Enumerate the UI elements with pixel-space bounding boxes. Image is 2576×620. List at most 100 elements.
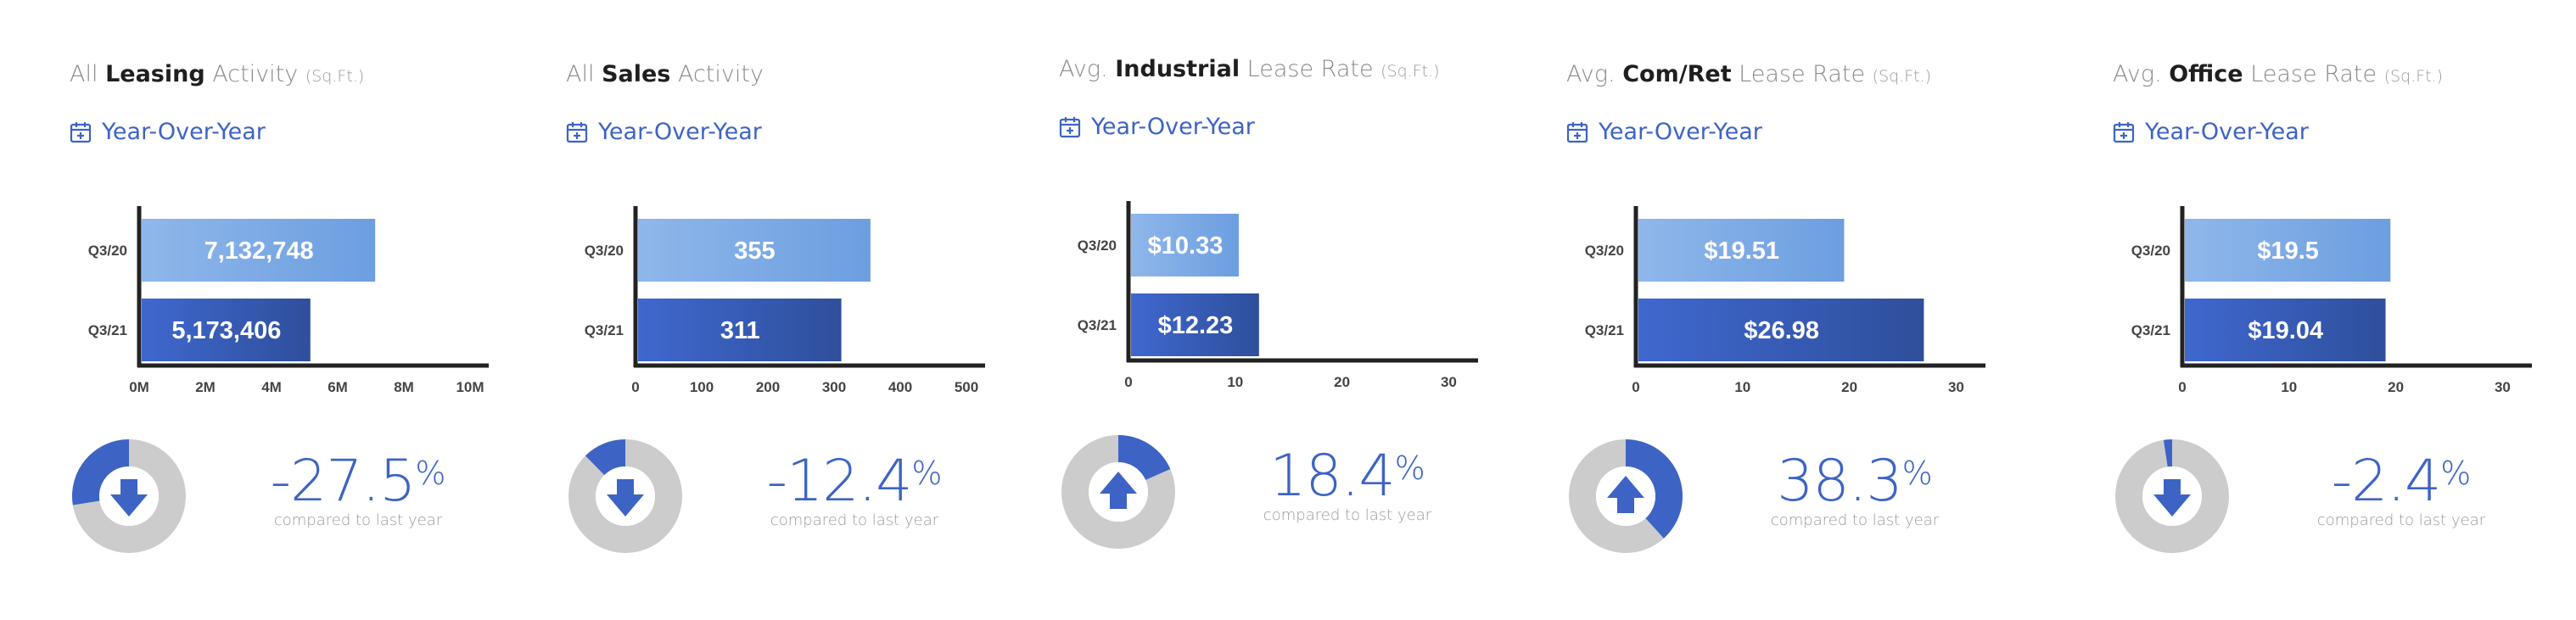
- bar-chart: 355 Q3/20 311 Q3/21 0 100 200 300 400 500: [585, 206, 985, 395]
- calendar-plus-icon: [2113, 121, 2135, 143]
- x-tick-label: 6M: [328, 379, 348, 395]
- bar-q3-21: [1131, 293, 1259, 356]
- bar-value-label: $19.04: [2248, 317, 2323, 344]
- donut-change-arc: [585, 439, 625, 476]
- bar-chart: 7,132,748 Q3/20 5,173,406 Q3/21 0M 2M 4M 6M 8M 10…: [88, 206, 489, 395]
- bar-value-label: 311: [720, 317, 760, 344]
- category-label: Q3/21: [1078, 317, 1117, 333]
- bar-q3-20: [1131, 214, 1239, 276]
- industrial-lease-rate-panel: Avg. Industrial Lease Rate (Sq.Ft.) Year…: [1059, 0, 1568, 620]
- bar-q3-20: [2185, 219, 2391, 282]
- change-donut: [2115, 439, 2229, 553]
- x-tick-label: 20: [1334, 374, 1350, 390]
- change-percent: -2.4% compared to last year: [2299, 448, 2503, 529]
- x-tick-label: 300: [822, 379, 846, 395]
- donut-change-arc: [71, 439, 129, 505]
- change-percent: 18.4% compared to last year: [1246, 443, 1449, 524]
- x-tick-label: 0: [1124, 374, 1132, 390]
- x-tick-label: 30: [1441, 374, 1457, 390]
- bar-chart: $10.33 Q3/20 $12.23 Q3/21 0 10 20 30: [1078, 201, 1478, 390]
- x-tick-label: 4M: [261, 379, 282, 395]
- bar-value-label: 7,132,748: [204, 237, 314, 265]
- x-tick-label: 10: [2281, 379, 2297, 395]
- change-caption: compared to last year: [2316, 511, 2486, 529]
- arrow-up-icon: [1100, 472, 1137, 509]
- category-label: Q3/21: [2131, 322, 2170, 338]
- period-label: Year-Over-Year: [1091, 114, 1255, 140]
- change-caption: compared to last year: [1770, 511, 1940, 529]
- calendar-plus-icon: [1566, 121, 1588, 143]
- bar-value-label: $26.98: [1744, 317, 1819, 344]
- change-caption: compared to last year: [1263, 506, 1432, 524]
- x-tick-label: 0M: [129, 379, 149, 395]
- x-tick-label: 20: [2388, 379, 2404, 395]
- bar-q3-21: [1638, 299, 1924, 361]
- arrow-down-icon: [110, 479, 148, 517]
- arrow-down-icon: [607, 479, 644, 517]
- office-lease-rate-panel: Avg. Office Lease Rate (Sq.Ft.) Year-Ove…: [2113, 0, 2576, 620]
- category-label: Q3/21: [88, 322, 127, 338]
- donut-change-arc: [2163, 439, 2172, 467]
- period-selector[interactable]: Year-Over-Year: [1059, 114, 1255, 140]
- com-ret-lease-rate-panel: Avg. Com/Ret Lease Rate (Sq.Ft.) Year-Ov…: [1566, 0, 2075, 620]
- bar-value-label: $19.51: [1704, 237, 1779, 265]
- x-tick-label: 400: [888, 379, 912, 395]
- panel-title: All Leasing Activity (Sq.Ft.): [70, 61, 365, 87]
- change-donut: [568, 439, 682, 553]
- period-label: Year-Over-Year: [598, 119, 762, 145]
- panel-title: Avg. Industrial Lease Rate (Sq.Ft.): [1059, 56, 1440, 82]
- x-tick-label: 10M: [456, 379, 484, 395]
- x-tick-label: 8M: [394, 379, 414, 395]
- bar-q3-20: [638, 219, 871, 282]
- period-selector[interactable]: Year-Over-Year: [2113, 119, 2309, 145]
- arrow-down-icon: [2153, 479, 2191, 517]
- category-label: Q3/21: [1585, 322, 1624, 338]
- bar-value-label: $19.5: [2257, 237, 2319, 265]
- x-tick-label: 10: [1227, 374, 1243, 390]
- category-label: Q3/21: [585, 322, 624, 338]
- calendar-plus-icon: [70, 121, 92, 143]
- category-label: Q3/20: [88, 243, 127, 259]
- bar-q3-21: [2185, 299, 2386, 361]
- arrow-up-icon: [1607, 476, 1644, 513]
- change-donut: [71, 439, 186, 553]
- x-tick-label: 500: [955, 379, 978, 395]
- panel-title: Avg. Office Lease Rate (Sq.Ft.): [2113, 61, 2444, 87]
- change-percent: -27.5% compared to last year: [256, 448, 460, 529]
- x-tick-label: 200: [756, 379, 780, 395]
- x-tick-label: 10: [1734, 379, 1750, 395]
- category-label: Q3/20: [585, 243, 624, 259]
- bar-value-label: 5,173,406: [171, 317, 281, 344]
- period-label: Year-Over-Year: [102, 119, 266, 145]
- x-tick-label: 0: [2178, 379, 2186, 395]
- period-label: Year-Over-Year: [2145, 119, 2309, 145]
- period-selector[interactable]: Year-Over-Year: [566, 119, 762, 145]
- change-donut: [1569, 439, 1683, 553]
- change-donut: [1061, 435, 1175, 549]
- change-caption: compared to last year: [770, 511, 939, 529]
- calendar-plus-icon: [1059, 116, 1081, 138]
- period-selector[interactable]: Year-Over-Year: [70, 119, 266, 145]
- panel-title: All Sales Activity: [566, 61, 764, 87]
- change-caption: compared to last year: [273, 511, 443, 529]
- change-percent: 38.3% compared to last year: [1753, 448, 1957, 529]
- bar-q3-20: [1638, 219, 1845, 282]
- period-selector[interactable]: Year-Over-Year: [1566, 119, 1762, 145]
- x-tick-label: 100: [690, 379, 714, 395]
- bar-q3-21: [638, 299, 842, 361]
- bar-value-label: 355: [734, 237, 775, 265]
- calendar-plus-icon: [566, 121, 588, 143]
- x-tick-label: 20: [1841, 379, 1857, 395]
- sales-activity-panel: All Sales Activity Year-Over-Year 355 Q3/…: [566, 0, 1075, 620]
- category-label: Q3/20: [1585, 243, 1624, 259]
- bar-chart: $19.51 Q3/20 $26.98 Q3/21 0 10 20 30: [1585, 206, 1985, 395]
- x-tick-label: 0: [631, 379, 639, 395]
- x-tick-label: 30: [2495, 379, 2511, 395]
- x-tick-label: 2M: [195, 379, 216, 395]
- donut-change-arc: [1118, 435, 1171, 480]
- category-label: Q3/20: [2131, 243, 2170, 259]
- change-percent: -12.4% compared to last year: [753, 448, 956, 529]
- bar-value-label: $10.33: [1148, 232, 1224, 260]
- period-label: Year-Over-Year: [1599, 119, 1762, 145]
- x-tick-label: 30: [1948, 379, 1964, 395]
